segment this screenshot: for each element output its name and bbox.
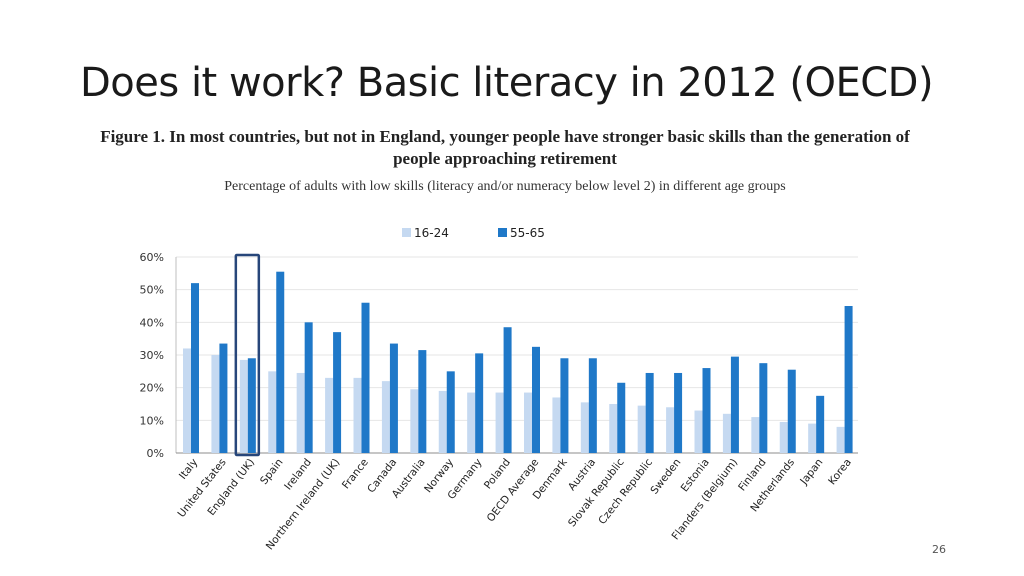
bar — [808, 423, 817, 453]
x-tick-label: Sweden — [648, 456, 683, 496]
legend-swatch — [498, 228, 507, 237]
bar — [438, 390, 447, 453]
bar — [588, 358, 597, 453]
y-tick-label: 20% — [140, 382, 164, 395]
bar — [637, 405, 646, 453]
bar — [268, 371, 277, 453]
y-tick-label: 40% — [140, 316, 164, 329]
bar — [296, 372, 305, 453]
y-tick-label: 30% — [140, 349, 164, 362]
bar — [191, 283, 199, 453]
bar — [304, 322, 313, 453]
bar — [552, 397, 561, 453]
slide-title: Does it work? Basic literacy in 2012 (OE… — [80, 60, 934, 106]
bar — [361, 302, 370, 453]
bar — [183, 348, 191, 453]
bar — [787, 369, 796, 453]
bar — [694, 410, 703, 453]
bar — [730, 356, 739, 453]
bar — [467, 392, 476, 453]
x-tick-label: Czech Republic — [596, 456, 655, 527]
bar — [779, 421, 788, 453]
bar — [247, 358, 256, 453]
bar — [751, 417, 760, 453]
x-tick-label: Italy — [177, 456, 200, 481]
bar — [211, 355, 220, 453]
bar — [617, 382, 626, 453]
bar — [580, 402, 589, 453]
y-tick-label: 60% — [140, 251, 164, 264]
bar — [446, 371, 455, 453]
bar — [816, 395, 825, 453]
legend-label: 55-65 — [510, 226, 545, 240]
bar — [239, 359, 248, 453]
highlight-box — [234, 253, 261, 457]
bar — [503, 327, 512, 453]
figure-subtitle: Percentage of adults with low skills (li… — [224, 179, 786, 194]
bar — [524, 392, 532, 453]
x-tick-label: Spain — [258, 456, 286, 487]
x-tick-label: Japan — [797, 456, 825, 487]
bar — [410, 389, 419, 453]
bar — [276, 271, 285, 453]
bar — [836, 426, 845, 453]
bar — [645, 372, 654, 453]
bar — [325, 377, 334, 453]
bar — [532, 346, 540, 453]
bar — [475, 353, 484, 453]
figure-title: Figure 1. In most countries, but not in … — [100, 127, 910, 168]
bar — [353, 377, 362, 453]
bar — [219, 343, 228, 453]
bar — [844, 306, 853, 453]
bar — [381, 381, 390, 453]
bar — [702, 368, 711, 453]
x-tick-label: Korea — [826, 456, 854, 487]
y-tick-label: 50% — [140, 284, 164, 297]
bar — [389, 343, 398, 453]
legend-swatch — [402, 228, 411, 237]
bar — [333, 332, 342, 453]
slide-number: 26 — [932, 543, 946, 556]
bar — [722, 413, 731, 453]
bar — [674, 372, 683, 453]
legend-label: 16-24 — [414, 226, 449, 240]
bar — [759, 363, 768, 453]
bar — [560, 358, 569, 453]
bar — [666, 407, 675, 453]
bar — [495, 392, 504, 453]
y-tick-label: 10% — [140, 414, 164, 427]
bar — [418, 350, 427, 453]
bar — [609, 404, 618, 453]
y-tick-label: 0% — [147, 447, 164, 460]
